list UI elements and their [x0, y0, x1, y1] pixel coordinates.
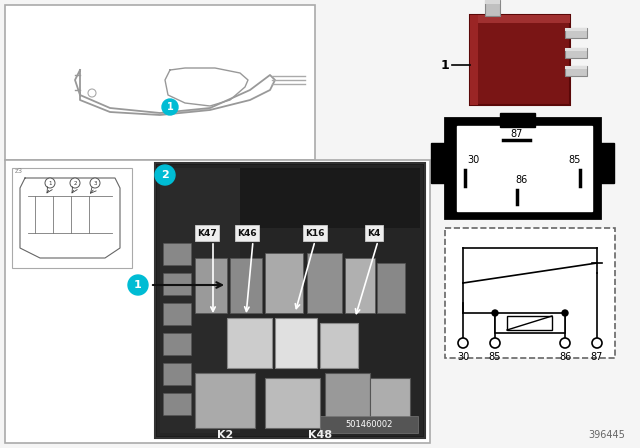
Text: 86: 86	[515, 175, 527, 185]
Bar	[157, 165, 423, 436]
Bar	[470, 15, 570, 23]
Bar	[265, 378, 320, 428]
Text: 85: 85	[489, 352, 501, 362]
Bar	[12, 168, 132, 268]
Bar	[470, 15, 478, 105]
Bar	[307, 253, 342, 313]
Text: 3: 3	[93, 181, 97, 185]
Bar	[431, 143, 446, 183]
Circle shape	[88, 89, 96, 97]
Text: 2: 2	[161, 170, 169, 180]
Bar	[495, 313, 565, 333]
Bar	[457, 126, 592, 211]
Bar	[370, 378, 410, 423]
Bar	[163, 393, 191, 415]
Bar	[240, 168, 420, 228]
Text: 86: 86	[559, 352, 571, 362]
Bar	[195, 258, 227, 313]
Circle shape	[492, 310, 498, 316]
Bar	[163, 363, 191, 385]
Text: 1: 1	[166, 102, 173, 112]
Text: K16: K16	[305, 228, 324, 237]
Bar	[320, 416, 418, 433]
Circle shape	[90, 178, 100, 188]
Bar	[163, 333, 191, 355]
Text: 1: 1	[48, 181, 52, 185]
Text: 85: 85	[568, 155, 580, 165]
Bar	[565, 48, 587, 58]
Bar	[365, 225, 383, 241]
Bar	[377, 263, 405, 313]
Bar	[5, 160, 430, 443]
Circle shape	[45, 178, 55, 188]
Bar	[227, 318, 272, 368]
Circle shape	[70, 178, 80, 188]
Circle shape	[592, 338, 602, 348]
Bar	[160, 168, 240, 433]
Bar	[163, 303, 191, 325]
Bar	[565, 66, 587, 76]
Bar	[155, 163, 425, 438]
Circle shape	[128, 275, 148, 295]
Bar	[275, 318, 317, 368]
Bar	[565, 28, 587, 31]
Text: K48: K48	[308, 430, 332, 440]
Text: K47: K47	[197, 228, 217, 237]
Bar	[5, 5, 315, 160]
Bar	[345, 258, 375, 313]
Circle shape	[490, 338, 500, 348]
Text: 1: 1	[440, 59, 449, 72]
Bar	[599, 143, 614, 183]
Text: K4: K4	[367, 228, 381, 237]
Bar	[445, 118, 600, 218]
Text: 87: 87	[511, 129, 523, 139]
Bar	[565, 28, 587, 38]
Bar	[325, 373, 370, 423]
Bar	[230, 258, 262, 313]
Bar	[195, 225, 219, 241]
Text: 1: 1	[134, 280, 142, 290]
Bar	[303, 225, 327, 241]
Text: K46: K46	[237, 228, 257, 237]
Bar	[565, 66, 587, 69]
Text: 396445: 396445	[588, 430, 625, 440]
Text: 501460002: 501460002	[346, 419, 393, 428]
Bar	[485, 0, 500, 16]
Bar	[320, 323, 358, 368]
Bar	[445, 228, 615, 358]
Bar	[565, 48, 587, 51]
Circle shape	[162, 99, 178, 115]
Bar	[507, 316, 552, 330]
Text: K2: K2	[217, 430, 233, 440]
Text: 87: 87	[591, 352, 603, 362]
Bar	[195, 373, 255, 428]
Bar	[500, 113, 535, 127]
Bar	[470, 15, 570, 105]
Text: 30: 30	[467, 155, 479, 165]
Bar	[485, 0, 500, 4]
Circle shape	[560, 338, 570, 348]
Bar	[265, 253, 303, 313]
Bar	[163, 243, 191, 265]
Circle shape	[155, 165, 175, 185]
Circle shape	[562, 310, 568, 316]
Text: z3: z3	[15, 168, 23, 174]
Text: 30: 30	[457, 352, 469, 362]
Text: 2: 2	[73, 181, 77, 185]
Bar	[163, 273, 191, 295]
Circle shape	[458, 338, 468, 348]
Bar	[235, 225, 259, 241]
